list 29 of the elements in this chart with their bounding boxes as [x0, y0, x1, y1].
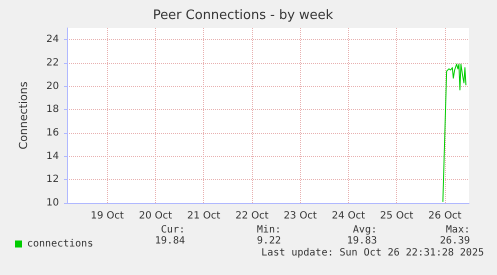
- x-tick-label: 25 Oct: [380, 210, 414, 222]
- y-tick-label: 24: [46, 34, 59, 46]
- line-series: [442, 64, 466, 202]
- chart-title: Peer Connections - by week: [152, 8, 334, 23]
- x-tick-label: 23 Oct: [284, 210, 317, 222]
- text: 19.84: [154, 236, 185, 246]
- y-tick-label: 20: [46, 80, 59, 92]
- x-tick-label: 21 Oct: [187, 210, 220, 222]
- text: Min:: [256, 224, 281, 236]
- x-tick-label: 24 Oct: [332, 210, 366, 222]
- text: 9.22: [256, 236, 281, 246]
- y-tick-label: 16: [46, 128, 59, 138]
- y-tick-label: 22: [46, 58, 59, 68]
- text: Cur:: [160, 224, 185, 236]
- legend-label: connections: [27, 238, 94, 250]
- y-tick-label: 10: [46, 198, 59, 208]
- text: Last update: Sun Oct 26 22:31:28 2025: [261, 248, 484, 258]
- x-tick-label: 20 Oct: [138, 210, 172, 222]
- text: Avg:: [352, 224, 377, 236]
- text: Max:: [446, 224, 470, 236]
- y-axis-title: Connections: [17, 81, 30, 150]
- y-tick-label: 14: [46, 150, 59, 162]
- y-tick-label: 18: [46, 104, 59, 116]
- x-tick-label: 26 Oct: [428, 210, 462, 222]
- x-tick-label: 19 Oct: [90, 210, 124, 222]
- y-tick-label: 12: [46, 174, 59, 186]
- x-tick-label: 22 Oct: [235, 210, 269, 222]
- text: 19.83: [346, 236, 377, 246]
- text: 26.39: [440, 236, 470, 246]
